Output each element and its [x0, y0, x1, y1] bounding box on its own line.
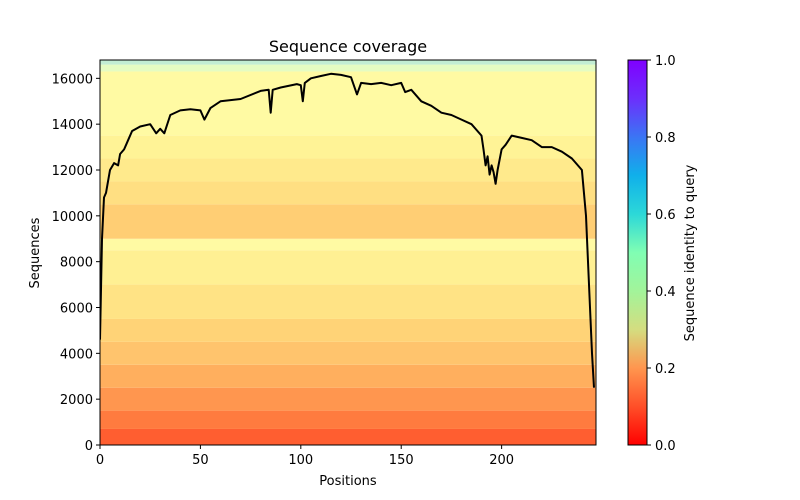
colorbar-title: Sequence identity to query	[683, 164, 698, 341]
x-tick-label: 200	[489, 453, 514, 468]
identity-band	[100, 318, 596, 342]
y-tick-label: 4000	[60, 347, 93, 362]
y-tick-label: 6000	[60, 302, 93, 317]
identity-band	[100, 250, 596, 285]
identity-band	[100, 428, 596, 445]
chart-title: Sequence coverage	[269, 37, 427, 56]
y-tick-label: 0	[85, 439, 93, 454]
identity-band	[100, 204, 596, 239]
y-tick-label: 10000	[52, 210, 93, 225]
y-tick-label: 12000	[52, 164, 93, 179]
y-axis: 0 2000 4000 6000 8000 10000 12000 14000 16000	[52, 72, 100, 454]
colorbar-axis: 0.0 0.2 0.4 0.6 0.8 1.0	[647, 54, 676, 454]
y-tick-label: 16000	[52, 72, 93, 87]
plot-frame	[99, 59, 597, 446]
identity-band	[100, 284, 596, 319]
colorbar-tick-label: 0.4	[655, 285, 676, 300]
x-axis-title: Positions	[319, 474, 377, 489]
identity-band	[100, 64, 596, 72]
identity-band	[100, 238, 596, 251]
y-axis-title: Sequences	[28, 217, 43, 288]
identity-band	[100, 387, 596, 411]
identity-band	[100, 181, 596, 205]
x-axis: 0 50 100 150 200	[96, 445, 514, 468]
y-tick-label: 14000	[52, 118, 93, 133]
identity-band	[100, 364, 596, 388]
x-tick-label: 50	[192, 453, 209, 468]
identity-band	[100, 410, 596, 429]
colorbar-tick-label: 0.6	[655, 208, 676, 223]
identity-band	[100, 60, 596, 65]
colorbar-tick-label: 0.2	[655, 362, 676, 377]
heatmap-bands	[100, 60, 596, 445]
colorbar-tick-label: 0.8	[655, 131, 676, 146]
coverage-line	[100, 72, 595, 388]
x-tick-label: 0	[96, 453, 104, 468]
identity-band	[100, 71, 596, 136]
y-tick-label: 8000	[60, 256, 93, 271]
colorbar-tick-label: 0.0	[655, 439, 676, 454]
colorbar-tick-label: 1.0	[655, 54, 676, 69]
identity-band	[100, 135, 596, 159]
x-tick-label: 150	[389, 453, 414, 468]
coverage-line-group	[100, 72, 595, 388]
x-tick-label: 100	[288, 453, 313, 468]
y-tick-label: 2000	[60, 393, 93, 408]
identity-band	[100, 158, 596, 182]
colorbar	[627, 59, 648, 446]
identity-band	[100, 341, 596, 365]
